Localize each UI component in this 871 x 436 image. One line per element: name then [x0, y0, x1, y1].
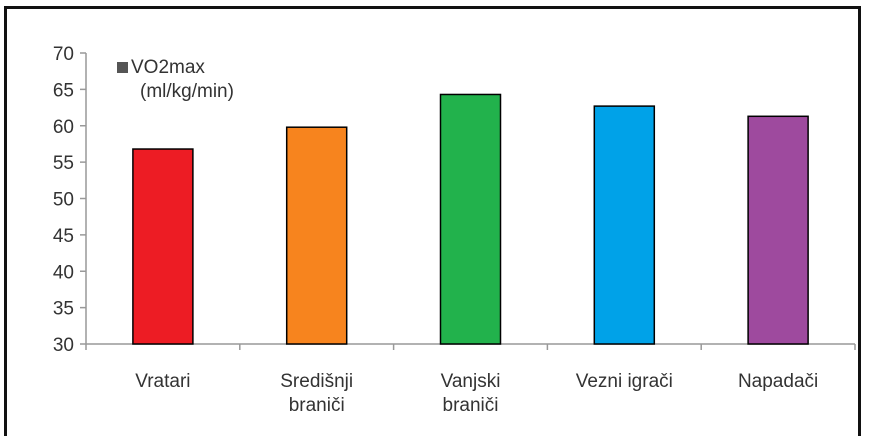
category-label: Vanjski braniči	[441, 371, 501, 416]
legend-label: VO2max (ml/kg/min)	[131, 57, 234, 102]
category-label: Vratari	[135, 371, 190, 392]
y-tick-label: 45	[53, 226, 74, 247]
x-axis	[85, 343, 856, 350]
y-tick-label: 70	[53, 44, 74, 65]
bars	[132, 93, 809, 345]
y-axis: 30 35 40 45 50 55 60 65 70	[53, 44, 87, 356]
y-tick-label: 40	[53, 262, 74, 283]
category-label: Vezni igrači	[576, 371, 673, 392]
category-labels: Vratari Središnji braniči Vanjski braniči Vez…	[135, 371, 818, 416]
y-tick-label: 35	[53, 299, 74, 320]
y-tick-label: 30	[53, 335, 74, 356]
y-tick-label: 50	[53, 190, 74, 211]
legend-swatch	[117, 62, 128, 73]
chart-frame	[4, 6, 861, 436]
y-tick-label: 55	[53, 153, 74, 174]
bar	[747, 115, 809, 345]
y-tick-label: 65	[53, 80, 74, 101]
bar	[285, 126, 348, 345]
bar	[593, 105, 656, 345]
category-label: Središnji braniči	[280, 371, 353, 416]
y-tick-label: 60	[53, 117, 74, 138]
category-label: Napadači	[738, 371, 818, 392]
legend: VO2max (ml/kg/min)	[117, 57, 234, 102]
bar	[132, 148, 194, 345]
bar	[439, 93, 502, 345]
